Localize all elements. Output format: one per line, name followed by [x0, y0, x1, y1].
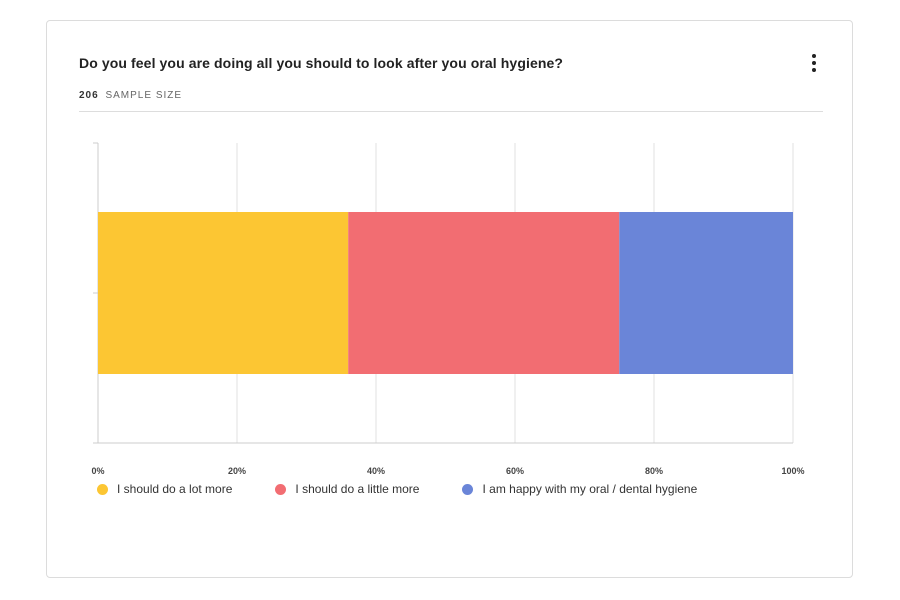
more-options-button[interactable] [803, 51, 825, 75]
legend-swatch-2 [275, 483, 287, 495]
x-tick-label-20: 20% [228, 466, 246, 476]
x-tick-label-80: 80% [645, 466, 663, 476]
x-tick-label-100: 100% [781, 466, 804, 476]
sample-size: 206 SAMPLE SIZE [79, 90, 182, 101]
more-vertical-icon-dot-3 [812, 68, 816, 72]
header-divider [79, 111, 823, 112]
x-tick-label-0: 0% [91, 466, 104, 476]
legend-item-2[interactable]: I should do a little more [275, 482, 419, 496]
chart-title: Do you feel you are doing all you should… [79, 55, 564, 71]
bar-segment-1 [98, 212, 349, 374]
x-tick-label-40: 40% [367, 466, 385, 476]
more-vertical-icon-dot-2 [812, 61, 816, 65]
x-tick-label-60: 60% [506, 466, 524, 476]
bar-segment-3 [619, 212, 793, 374]
legend-swatch-3 [462, 483, 474, 495]
bar-segment-2 [348, 212, 620, 374]
legend-item-1[interactable]: I should do a lot more [97, 482, 232, 496]
sample-size-value: 206 [79, 90, 99, 101]
legend-label-2: I should do a little more [295, 482, 420, 496]
legend-swatch-1 [97, 483, 108, 495]
sample-size-label: SAMPLE SIZE [105, 90, 183, 101]
more-vertical-icon [812, 54, 816, 58]
legend-label-3: I am happy with my oral / dental hygiene [482, 482, 698, 496]
legend-item-3[interactable]: I am happy with my oral / dental hygiene [462, 482, 697, 496]
chart-legend: I should do a lot more I should do a litt… [97, 482, 740, 496]
legend-label-1: I should do a lot more [117, 482, 233, 496]
